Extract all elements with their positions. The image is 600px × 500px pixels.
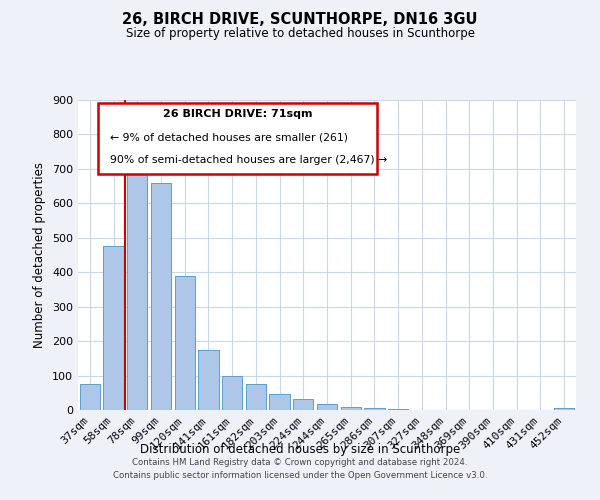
Text: Contains HM Land Registry data © Crown copyright and database right 2024.
Contai: Contains HM Land Registry data © Crown c…	[113, 458, 487, 480]
Bar	[151, 182, 171, 410]
Text: 90% of semi-detached houses are larger (2,467) →: 90% of semi-detached houses are larger (…	[110, 155, 388, 165]
Bar	[80, 384, 100, 410]
Text: ← 9% of detached houses are smaller (261): ← 9% of detached houses are smaller (261…	[110, 132, 349, 142]
Y-axis label: Number of detached properties: Number of detached properties	[34, 162, 46, 348]
Bar	[364, 408, 385, 410]
Bar	[341, 406, 361, 410]
Bar	[103, 246, 124, 410]
Text: Distribution of detached houses by size in Scunthorpe: Distribution of detached houses by size …	[140, 442, 460, 456]
Bar	[554, 408, 574, 410]
Text: 26 BIRCH DRIVE: 71sqm: 26 BIRCH DRIVE: 71sqm	[163, 109, 312, 119]
Bar	[388, 409, 408, 410]
Bar	[199, 350, 218, 410]
Bar	[293, 398, 313, 410]
Bar	[127, 157, 148, 410]
Bar	[269, 394, 290, 410]
Text: 26, BIRCH DRIVE, SCUNTHORPE, DN16 3GU: 26, BIRCH DRIVE, SCUNTHORPE, DN16 3GU	[122, 12, 478, 28]
Bar	[222, 376, 242, 410]
Bar	[317, 404, 337, 410]
Bar	[175, 276, 195, 410]
Text: Size of property relative to detached houses in Scunthorpe: Size of property relative to detached ho…	[125, 28, 475, 40]
Bar	[246, 384, 266, 410]
FancyBboxPatch shape	[98, 103, 377, 174]
